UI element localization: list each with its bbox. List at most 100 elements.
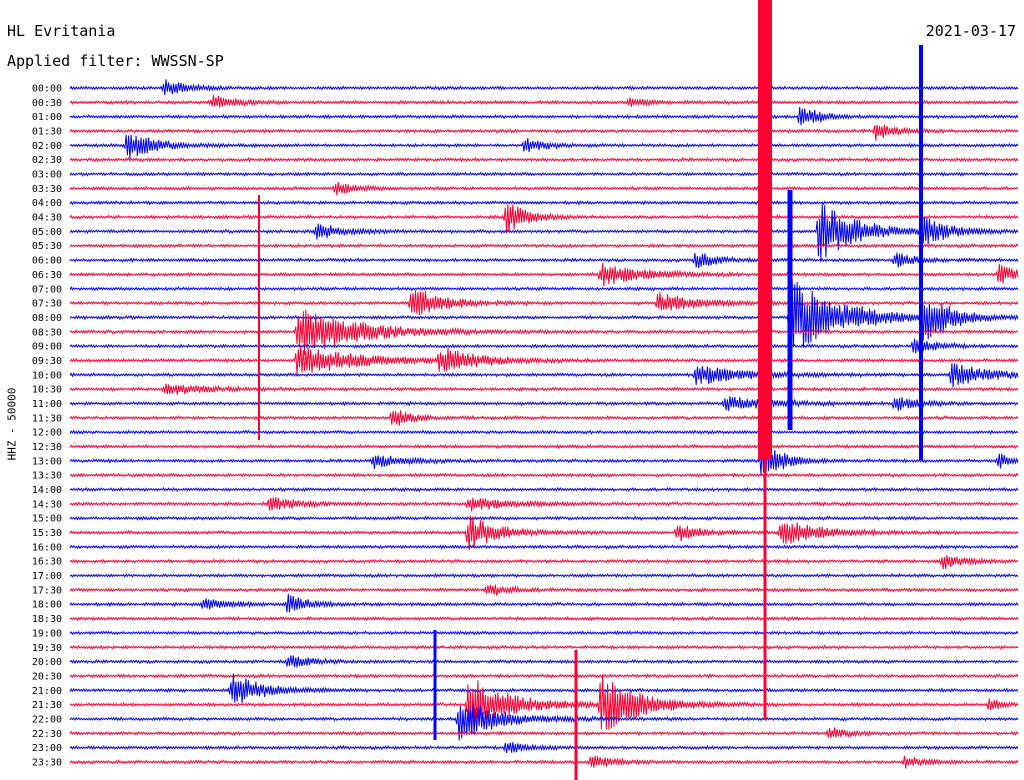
row-label: 11:00 — [32, 399, 62, 410]
row-label: 10:00 — [32, 370, 62, 381]
row-time-labels: 00:00 00:30 01:00 01:30 02:00 02:30 03:00 03:30… — [32, 84, 62, 769]
row-label: 15:00 — [32, 514, 62, 525]
quake-tail — [763, 460, 767, 720]
trace-row — [69, 472, 1019, 479]
trace-row — [69, 124, 1019, 141]
row-label: 04:00 — [32, 198, 62, 209]
row-label: 11:30 — [32, 413, 62, 424]
trace-row — [69, 630, 1019, 636]
trace-row — [69, 429, 1019, 435]
trace-row — [69, 515, 1019, 522]
row-label: 20:00 — [32, 657, 62, 668]
row-label: 22:30 — [32, 729, 62, 740]
row-label: 14:00 — [32, 485, 62, 496]
distant-event-spike — [919, 45, 923, 460]
row-label: 21:00 — [32, 686, 62, 697]
trace-row — [69, 199, 1019, 206]
trace-row — [69, 673, 1019, 679]
row-label: 03:00 — [32, 170, 62, 181]
row-label: 08:30 — [32, 327, 62, 338]
row-label: 14:30 — [32, 499, 62, 510]
row-label: 00:00 — [32, 84, 62, 95]
date-label: 2021-03-17 — [925, 22, 1016, 40]
trace-row — [69, 134, 1019, 159]
trace-row — [69, 496, 1019, 512]
trace-row — [69, 644, 1019, 651]
row-label: 23:30 — [32, 757, 62, 768]
row-label: 03:30 — [32, 184, 62, 195]
trace-row — [69, 584, 1019, 596]
trace-row — [69, 156, 1019, 163]
trace-row — [69, 675, 1019, 733]
large-earthquake-trace — [258, 0, 923, 780]
trace-row — [69, 383, 1019, 395]
row-label: 01:30 — [32, 127, 62, 138]
trace-row — [69, 572, 1019, 579]
row-label: 13:30 — [32, 471, 62, 482]
trace-row — [69, 410, 1019, 426]
row-label: 01:00 — [32, 112, 62, 123]
row-label: 05:30 — [32, 241, 62, 252]
row-label: 07:30 — [32, 299, 62, 310]
trace-row — [69, 252, 1019, 269]
row-label: 00:30 — [32, 98, 62, 109]
row-label: 08:00 — [32, 313, 62, 324]
row-label: 13:00 — [32, 456, 62, 467]
trace-row — [69, 79, 1019, 96]
trace-row — [69, 363, 1019, 388]
row-label: 15:30 — [32, 528, 62, 539]
event-spike — [258, 195, 260, 440]
trace-row — [69, 673, 1019, 704]
trace-row — [69, 106, 1019, 126]
row-label: 09:00 — [32, 342, 62, 353]
filter-label: Applied filter: WWSSN-SP — [7, 52, 224, 70]
trace-row — [69, 171, 1019, 177]
trace-row — [69, 515, 1019, 551]
row-label: 16:00 — [32, 542, 62, 553]
trace-row — [69, 615, 1019, 622]
row-label: 18:30 — [32, 614, 62, 625]
row-label: 02:30 — [32, 155, 62, 166]
trace-row — [69, 396, 1019, 411]
row-label: 04:30 — [32, 213, 62, 224]
trace-row — [69, 704, 1019, 741]
trace-row — [69, 655, 1019, 668]
row-label: 17:30 — [32, 585, 62, 596]
trace-row — [69, 555, 1019, 570]
seismic-traces — [69, 79, 1019, 769]
row-label: 23:00 — [32, 743, 62, 754]
trace-row — [69, 182, 1019, 196]
trace-row — [69, 727, 1019, 739]
trace-row — [69, 94, 1019, 108]
trace-row — [69, 203, 1019, 260]
trace-row — [69, 344, 1019, 375]
row-label: 20:30 — [32, 671, 62, 682]
trace-row — [69, 338, 1019, 354]
trace-row — [69, 543, 1019, 550]
trace-row — [69, 593, 1019, 613]
trace-row — [69, 755, 1019, 769]
event-spike — [433, 630, 437, 740]
row-label: 06:00 — [32, 256, 62, 267]
trace-row — [69, 309, 1019, 356]
row-label: 18:00 — [32, 600, 62, 611]
row-label: 17:00 — [32, 571, 62, 582]
row-label: 10:30 — [32, 385, 62, 396]
row-label: 21:30 — [32, 700, 62, 711]
row-label: 12:00 — [32, 428, 62, 439]
row-label: 02:00 — [32, 141, 62, 152]
row-label: 07:00 — [32, 284, 62, 295]
station-title: HL Evritania — [7, 22, 116, 40]
trace-row — [69, 204, 1019, 234]
trace-row — [69, 443, 1019, 450]
trace-row — [69, 279, 1019, 348]
trace-row — [69, 742, 1019, 754]
trace-row — [69, 242, 1019, 249]
trace-row — [69, 441, 1019, 476]
row-label: 06:30 — [32, 270, 62, 281]
trace-row — [69, 290, 1019, 316]
trace-row — [69, 486, 1019, 493]
row-label: 16:30 — [32, 557, 62, 568]
row-label: 22:00 — [32, 714, 62, 725]
